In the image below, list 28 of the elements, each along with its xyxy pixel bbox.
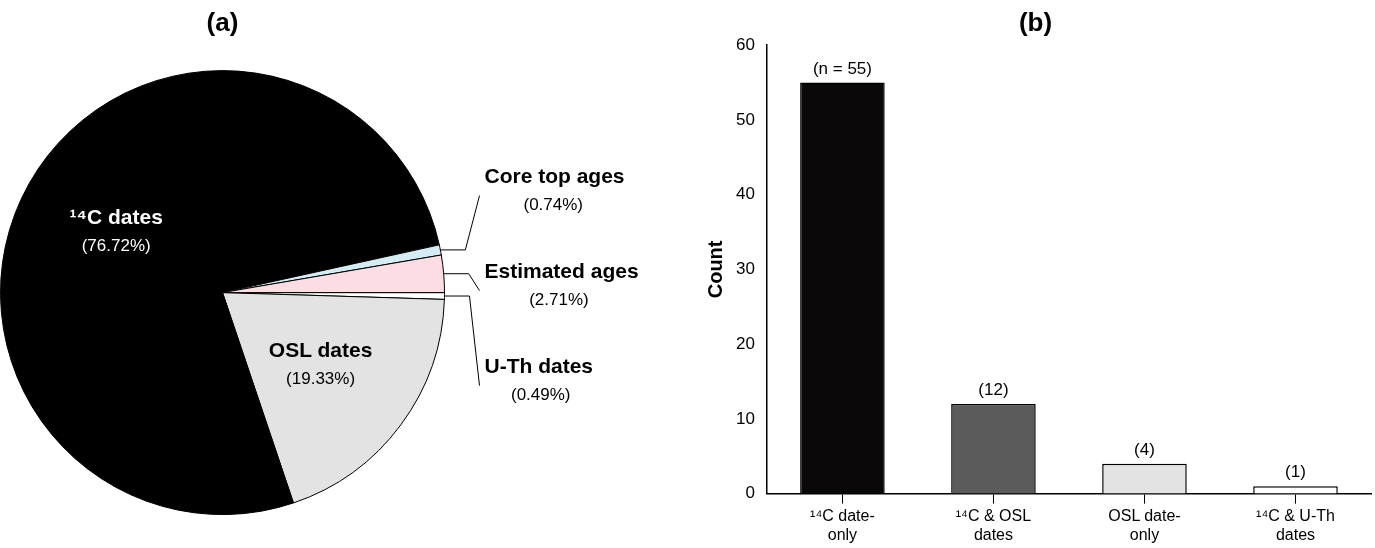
data-label: (0.49%) bbox=[510, 385, 571, 405]
x-tick-label: ¹⁴C date-only bbox=[810, 506, 875, 543]
data-label: (19.33%) bbox=[286, 369, 356, 389]
data-label: (1) bbox=[1285, 462, 1306, 482]
slice-label: ¹⁴C dates bbox=[69, 205, 163, 229]
y-tick-label: 40 bbox=[735, 184, 755, 204]
x-tick-label: ¹⁴C & U-Th dates bbox=[1256, 506, 1335, 543]
slice-label: Core top ages bbox=[484, 164, 625, 188]
y-tick-label: 30 bbox=[735, 259, 755, 279]
x-tick-label: OSL date-only bbox=[1108, 506, 1181, 543]
x-tick-label: ¹⁴C & OSL dates bbox=[955, 506, 1032, 543]
slice-label: OSL dates bbox=[268, 338, 373, 362]
data-label: (n = 55) bbox=[812, 58, 872, 78]
data-label: (4) bbox=[1134, 439, 1155, 459]
data-label: (76.72%) bbox=[81, 236, 151, 256]
chart-title: (a) bbox=[206, 6, 239, 37]
data-label: (12) bbox=[978, 380, 1009, 400]
chart-title: (b) bbox=[1018, 6, 1053, 37]
y-tick-label: 60 bbox=[735, 34, 755, 54]
slice-label: U-Th dates bbox=[484, 354, 594, 378]
data-label: (2.71%) bbox=[529, 290, 589, 310]
y-tick-label: 0 bbox=[745, 483, 755, 503]
y-tick-label: 10 bbox=[735, 408, 755, 428]
y-tick-label: 50 bbox=[735, 109, 755, 129]
y-axis-title: Count bbox=[703, 240, 726, 299]
slice-label: Estimated ages bbox=[484, 259, 639, 283]
data-label: (0.74%) bbox=[523, 195, 583, 215]
y-tick-label: 20 bbox=[735, 333, 755, 353]
